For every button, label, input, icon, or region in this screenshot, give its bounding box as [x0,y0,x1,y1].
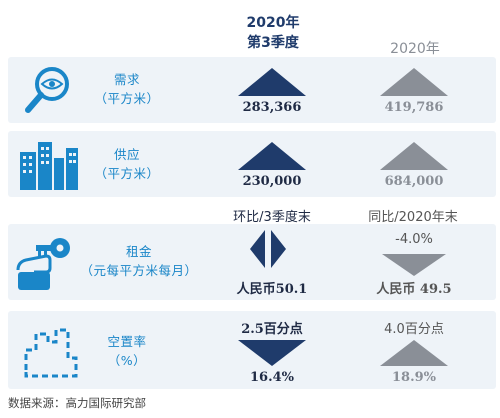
rent-year-down-arrow [382,254,446,276]
vacancy-label: 空置率 （%） [107,334,147,368]
header-current-period: 2020年 第3季度 [218,12,328,52]
rent-label: 租金 （元每平方米每月） [80,244,198,278]
magnifier-eye-icon [16,62,86,118]
rent-year-subheader: 同比/2020年末 [368,210,458,225]
rent-year-change: -4.0% [395,232,433,247]
rent-current-value: 人民币50.1 [236,282,308,297]
header-current-quarter: 第3季度 [247,35,299,51]
rent-year-value: 人民币 49.5 [376,282,452,297]
header-full-year: 2020年 [390,41,440,57]
demand-year-value: 419,786 [384,100,444,115]
vacancy-year-change: 4.0百分点 [384,322,444,337]
vacancy-current-value: 16.4% [249,370,294,385]
supply-current-up-arrow [238,142,306,170]
source-note: 数据来源：高力国际研究部 [8,396,146,410]
hand-key-icon [16,232,86,292]
buildings-icon [18,138,88,192]
vacancy-year-value: 18.9% [391,370,436,385]
vacancy-current-down-arrow [238,340,306,366]
supply-year-value: 684,000 [384,174,444,189]
demand-current-up-arrow [238,68,306,96]
vacancy-year-up-arrow [380,340,448,366]
rent-current-subheader: 环比/3季度末 [233,210,311,225]
demand-current-value: 283,366 [242,100,302,115]
demand-label: 需求 （平方米） [94,72,160,106]
supply-label: 供应 （平方米） [94,147,160,181]
header-current-year: 2020年 [246,15,300,31]
rent-current-stable-arrows [250,230,286,268]
demand-year-up-arrow [380,68,448,96]
supply-current-value: 230,000 [242,174,302,189]
vacant-space-icon [20,322,90,380]
vacancy-current-change: 2.5百分点 [241,322,303,337]
supply-year-up-arrow [380,142,448,170]
